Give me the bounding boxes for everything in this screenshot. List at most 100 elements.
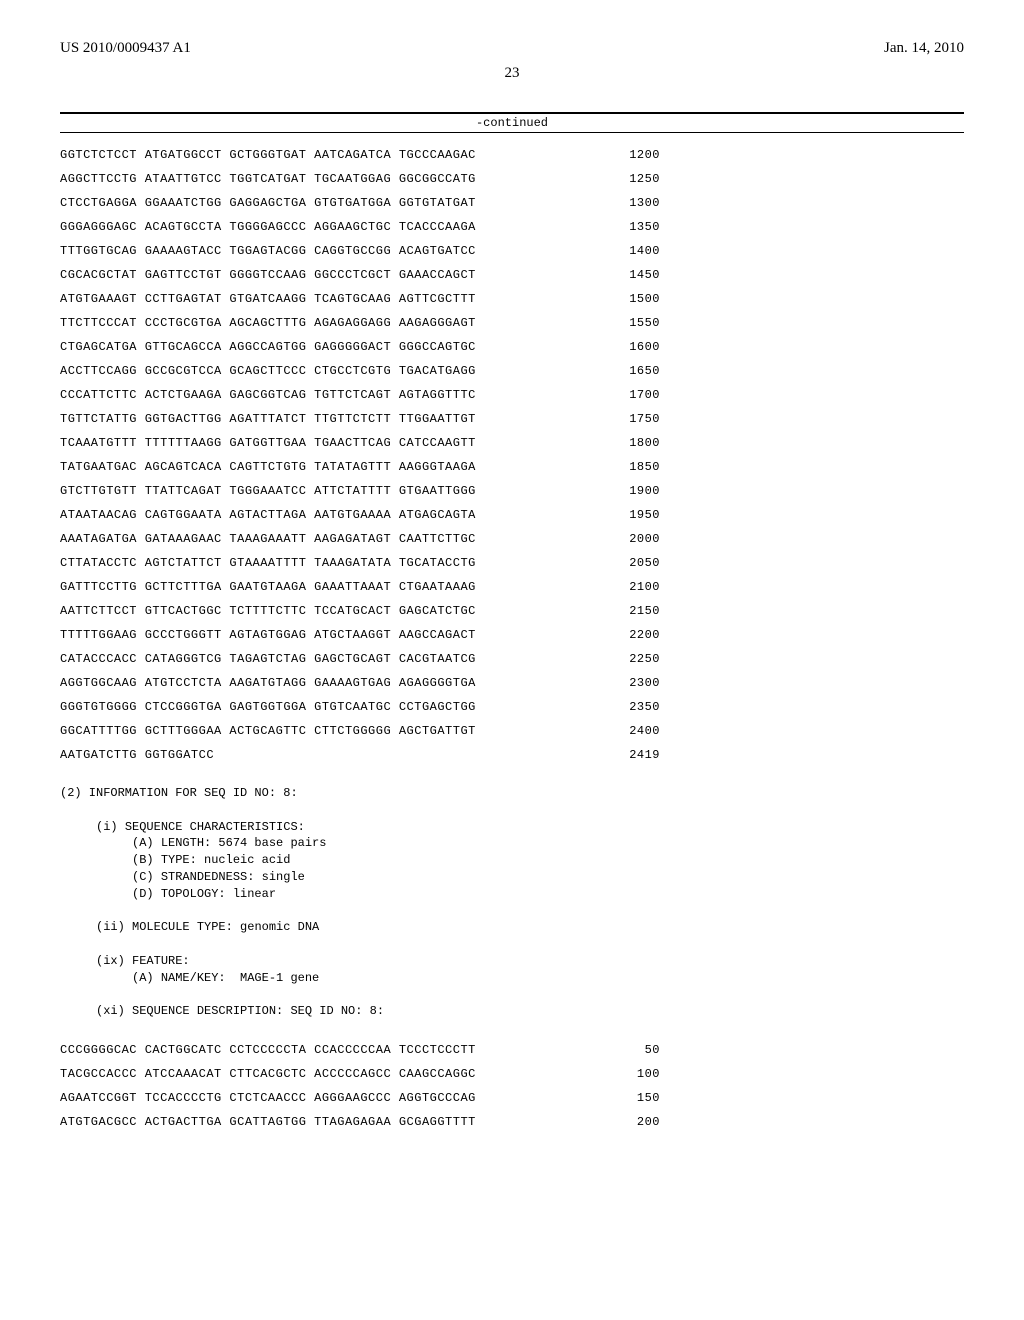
sequence-text: GGTCTCTCCT ATGATGGCCT GCTGGGTGAT AATCAGA… [60, 143, 580, 167]
sequence-text: TATGAATGAC AGCAGTCACA CAGTTCTGTG TATATAG… [60, 455, 580, 479]
sequence-row: AGAATCCGGT TCCACCCCTG CTCTCAACCC AGGGAAG… [60, 1086, 964, 1110]
pub-date: Jan. 14, 2010 [884, 40, 964, 57]
sequence-text: GTCTTGTGTT TTATTCAGAT TGGGAAATCC ATTCTAT… [60, 479, 580, 503]
sequence-position: 1800 [580, 431, 660, 455]
sequence-row: GGTCTCTCCT ATGATGGCCT GCTGGGTGAT AATCAGA… [60, 143, 964, 167]
sequence-text: GATTTCCTTG GCTTCTTTGA GAATGTAAGA GAAATTA… [60, 575, 580, 599]
sequence-position: 1250 [580, 167, 660, 191]
info-header: (2) INFORMATION FOR SEQ ID NO: 8: [60, 786, 298, 800]
sequence-8-block: CCCGGGGCAC CACTGGCATC CCTCCCCCTA CCACCCC… [60, 1038, 964, 1134]
char-a: (A) LENGTH: 5674 base pairs [132, 836, 326, 850]
seq-desc: (xi) SEQUENCE DESCRIPTION: SEQ ID NO: 8: [96, 1004, 384, 1018]
sequence-text: TTTGGTGCAG GAAAAGTACC TGGAGTACGG CAGGTGC… [60, 239, 580, 263]
sequence-row: ATGTGACGCC ACTGACTTGA GCATTAGTGG TTAGAGA… [60, 1110, 964, 1134]
sequence-text: CCCATTCTTC ACTCTGAAGA GAGCGGTCAG TGTTCTC… [60, 383, 580, 407]
sequence-row: CTGAGCATGA GTTGCAGCCA AGGCCAGTGG GAGGGGG… [60, 335, 964, 359]
sequence-row: ACCTTCCAGG GCCGCGTCCA GCAGCTTCCC CTGCCTC… [60, 359, 964, 383]
sequence-row: CGCACGCTAT GAGTTCCTGT GGGGTCCAAG GGCCCTC… [60, 263, 964, 287]
sequence-row: CCCGGGGCAC CACTGGCATC CCTCCCCCTA CCACCCC… [60, 1038, 964, 1062]
sequence-text: TCAAATGTTT TTTTTTAAGG GATGGTTGAA TGAACTT… [60, 431, 580, 455]
sequence-row: CTCCTGAGGA GGAAATCTGG GAGGAGCTGA GTGTGAT… [60, 191, 964, 215]
sequence-text: ATGTGACGCC ACTGACTTGA GCATTAGTGG TTAGAGA… [60, 1110, 580, 1134]
sequence-text: CCCGGGGCAC CACTGGCATC CCTCCCCCTA CCACCCC… [60, 1038, 580, 1062]
sequence-text: TTTTTGGAAG GCCCTGGGTT AGTAGTGGAG ATGCTAA… [60, 623, 580, 647]
sequence-position: 2100 [580, 575, 660, 599]
sequence-position: 50 [580, 1038, 660, 1062]
sequence-position: 1700 [580, 383, 660, 407]
sequence-text: TACGCCACCC ATCCAAACAT CTTCACGCTC ACCCCCA… [60, 1062, 580, 1086]
sequence-row: GGGAGGGAGC ACAGTGCCTA TGGGGAGCCC AGGAAGC… [60, 215, 964, 239]
sequence-text: CTGAGCATGA GTTGCAGCCA AGGCCAGTGG GAGGGGG… [60, 335, 580, 359]
sequence-position: 2150 [580, 599, 660, 623]
sequence-position: 1300 [580, 191, 660, 215]
sequence-position: 1750 [580, 407, 660, 431]
sequence-text: CGCACGCTAT GAGTTCCTGT GGGGTCCAAG GGCCCTC… [60, 263, 580, 287]
sequence-position: 1950 [580, 503, 660, 527]
sequence-position: 2000 [580, 527, 660, 551]
pub-number: US 2010/0009437 A1 [60, 40, 191, 57]
seq8-info-block: (2) INFORMATION FOR SEQ ID NO: 8: (i) SE… [60, 785, 964, 1020]
feature-a: (A) NAME/KEY: MAGE-1 gene [132, 971, 319, 985]
sequence-text: AGAATCCGGT TCCACCCCTG CTCTCAACCC AGGGAAG… [60, 1086, 580, 1110]
sequence-text: AGGTGGCAAG ATGTCCTCTA AAGATGTAGG GAAAAGT… [60, 671, 580, 695]
sequence-row: CTTATACCTC AGTCTATTCT GTAAAATTTT TAAAGAT… [60, 551, 964, 575]
page-number: 23 [60, 65, 964, 82]
sequence-row: TACGCCACCC ATCCAAACAT CTTCACGCTC ACCCCCA… [60, 1062, 964, 1086]
sequence-row: GATTTCCTTG GCTTCTTTGA GAATGTAAGA GAAATTA… [60, 575, 964, 599]
sequence-text: GGCATTTTGG GCTTTGGGAA ACTGCAGTTC CTTCTGG… [60, 719, 580, 743]
sequence-position: 1650 [580, 359, 660, 383]
sequence-position: 1450 [580, 263, 660, 287]
rule-thin [60, 132, 964, 133]
sequence-position: 1850 [580, 455, 660, 479]
sequence-row: AAATAGATGA GATAAAGAAC TAAAGAAATT AAGAGAT… [60, 527, 964, 551]
sequence-position: 150 [580, 1086, 660, 1110]
sequence-position: 2400 [580, 719, 660, 743]
sequence-position: 2250 [580, 647, 660, 671]
sequence-row: CATACCCACC CATAGGGTCG TAGAGTCTAG GAGCTGC… [60, 647, 964, 671]
char-d: (D) TOPOLOGY: linear [132, 887, 276, 901]
sequence-position: 2050 [580, 551, 660, 575]
sequence-position: 100 [580, 1062, 660, 1086]
sequence-position: 1400 [580, 239, 660, 263]
sequence-text: AAATAGATGA GATAAAGAAC TAAAGAAATT AAGAGAT… [60, 527, 580, 551]
sequence-text: CTCCTGAGGA GGAAATCTGG GAGGAGCTGA GTGTGAT… [60, 191, 580, 215]
sequence-position: 2419 [580, 743, 660, 767]
sequence-row: GGGTGTGGGG CTCCGGGTGA GAGTGGTGGA GTGTCAA… [60, 695, 964, 719]
sequence-position: 1350 [580, 215, 660, 239]
sequence-text: AATTCTTCCT GTTCACTGGC TCTTTTCTTC TCCATGC… [60, 599, 580, 623]
char-b: (B) TYPE: nucleic acid [132, 853, 290, 867]
sequence-row: AGGTGGCAAG ATGTCCTCTA AAGATGTAGG GAAAAGT… [60, 671, 964, 695]
sequence-text: ATAATAACAG CAGTGGAATA AGTACTTAGA AATGTGA… [60, 503, 580, 527]
sequence-position: 1550 [580, 311, 660, 335]
sequence-position: 1600 [580, 335, 660, 359]
sequence-row: AATGATCTTG GGTGGATCC2419 [60, 743, 964, 767]
sequence-text: CATACCCACC CATAGGGTCG TAGAGTCTAG GAGCTGC… [60, 647, 580, 671]
sequence-position: 1900 [580, 479, 660, 503]
sequence-text: TTCTTCCCAT CCCTGCGTGA AGCAGCTTTG AGAGAGG… [60, 311, 580, 335]
sequence-row: GGCATTTTGG GCTTTGGGAA ACTGCAGTTC CTTCTGG… [60, 719, 964, 743]
continued-label: -continued [60, 114, 964, 132]
sequence-text: GGGAGGGAGC ACAGTGCCTA TGGGGAGCCC AGGAAGC… [60, 215, 580, 239]
sequence-row: TTTTTGGAAG GCCCTGGGTT AGTAGTGGAG ATGCTAA… [60, 623, 964, 647]
sequence-position: 1200 [580, 143, 660, 167]
sequence-text: CTTATACCTC AGTCTATTCT GTAAAATTTT TAAAGAT… [60, 551, 580, 575]
sequence-position: 200 [580, 1110, 660, 1134]
sequence-row: TTCTTCCCAT CCCTGCGTGA AGCAGCTTTG AGAGAGG… [60, 311, 964, 335]
sequence-text: AATGATCTTG GGTGGATCC [60, 743, 580, 767]
sequence-position: 2300 [580, 671, 660, 695]
sequence-row: AATTCTTCCT GTTCACTGGC TCTTTTCTTC TCCATGC… [60, 599, 964, 623]
mol-type: (ii) MOLECULE TYPE: genomic DNA [96, 920, 319, 934]
sequence-text: ACCTTCCAGG GCCGCGTCCA GCAGCTTCCC CTGCCTC… [60, 359, 580, 383]
sequence-row: CCCATTCTTC ACTCTGAAGA GAGCGGTCAG TGTTCTC… [60, 383, 964, 407]
sequence-text: ATGTGAAAGT CCTTGAGTAT GTGATCAAGG TCAGTGC… [60, 287, 580, 311]
sequence-row: TGTTCTATTG GGTGACTTGG AGATTTATCT TTGTTCT… [60, 407, 964, 431]
sequence-position: 2200 [580, 623, 660, 647]
sequence-row: GTCTTGTGTT TTATTCAGAT TGGGAAATCC ATTCTAT… [60, 479, 964, 503]
feature: (ix) FEATURE: [96, 954, 190, 968]
sequence-text: AGGCTTCCTG ATAATTGTCC TGGTCATGAT TGCAATG… [60, 167, 580, 191]
sequence-position: 2350 [580, 695, 660, 719]
sequence-row: ATGTGAAAGT CCTTGAGTAT GTGATCAAGG TCAGTGC… [60, 287, 964, 311]
sequence-row: TCAAATGTTT TTTTTTAAGG GATGGTTGAA TGAACTT… [60, 431, 964, 455]
sequence-7-block: GGTCTCTCCT ATGATGGCCT GCTGGGTGAT AATCAGA… [60, 143, 964, 767]
sequence-row: TATGAATGAC AGCAGTCACA CAGTTCTGTG TATATAG… [60, 455, 964, 479]
